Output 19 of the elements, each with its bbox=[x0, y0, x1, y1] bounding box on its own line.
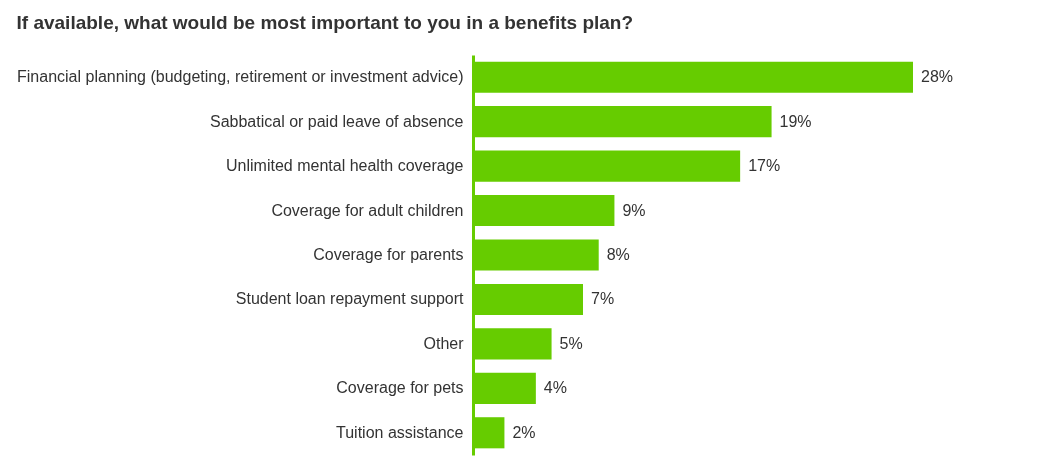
data-label: 9% bbox=[622, 201, 646, 219]
y-tick-label: Unlimited mental health coverage bbox=[226, 157, 464, 175]
data-label: 7% bbox=[591, 290, 615, 308]
data-label: 2% bbox=[512, 423, 536, 441]
data-label: 28% bbox=[921, 68, 954, 86]
data-label: 19% bbox=[779, 112, 812, 130]
y-tick-label: Coverage for adult children bbox=[271, 201, 464, 219]
y-tick-label: Financial planning (budgeting, retirement or investment advice) bbox=[17, 68, 464, 86]
y-tick-label: Other bbox=[423, 334, 465, 352]
y-tick-label: Tuition assistance bbox=[336, 423, 464, 441]
data-label: 17% bbox=[748, 157, 781, 175]
y-tick-label: Student loan repayment support bbox=[235, 290, 465, 308]
y-tick-label: Coverage for parents bbox=[313, 246, 464, 263]
y-tick-label: Sabbatical or paid leave of absence bbox=[209, 112, 464, 130]
chart-title: If available, what would be most important to you in a benefits plan? bbox=[16, 12, 634, 33]
data-label: 5% bbox=[559, 334, 583, 352]
data-label: 4% bbox=[543, 379, 567, 397]
data-label: 8% bbox=[606, 246, 630, 263]
y-tick-label: Coverage for pets bbox=[336, 379, 464, 397]
